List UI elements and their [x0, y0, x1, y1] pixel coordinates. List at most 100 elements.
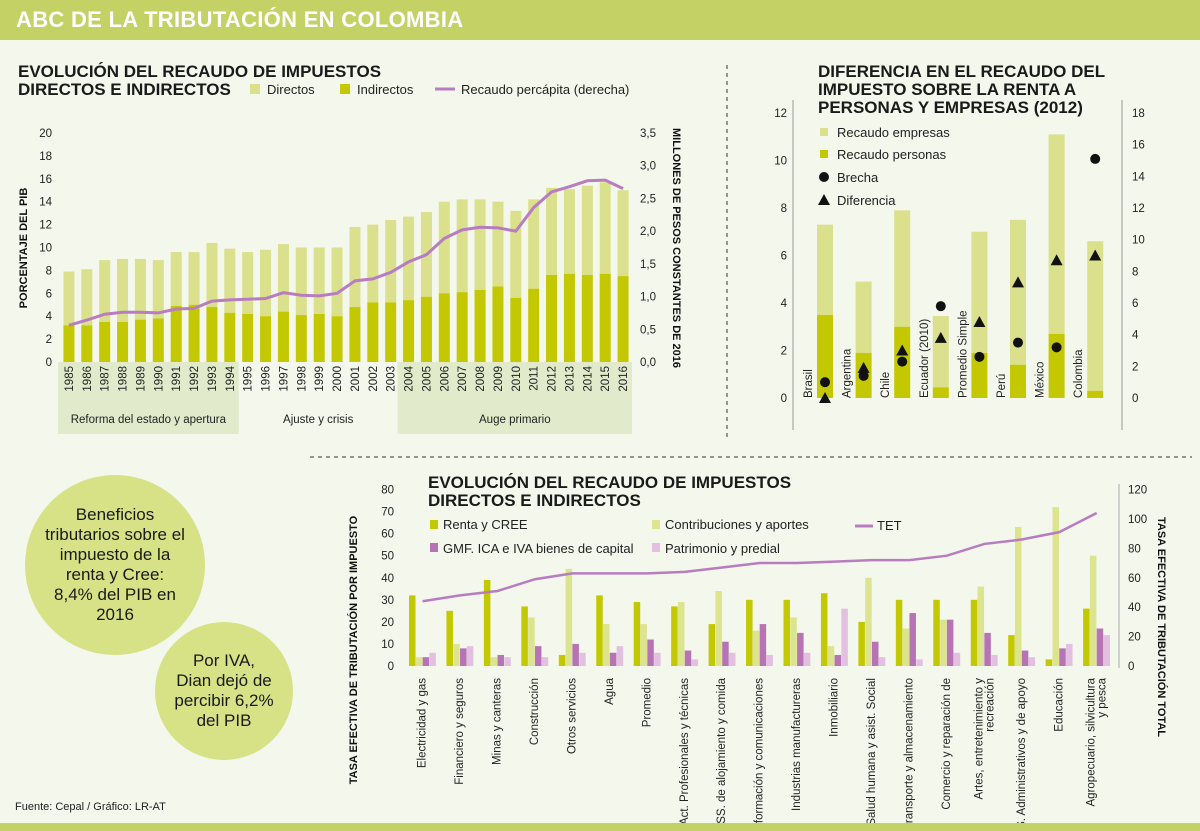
y-tick-label: 20 [39, 128, 52, 140]
bar-indirectos [510, 297, 522, 362]
y-right-tick-label: 100 [1128, 514, 1147, 526]
legend-swatch-contribuciones [652, 520, 660, 529]
bar-directos [242, 252, 254, 314]
x-category-label: Agua [604, 677, 616, 704]
bar-indirectos [403, 300, 415, 362]
x-tick-label: 2013 [564, 366, 576, 392]
bar-indirectos [528, 288, 540, 362]
y-tick-label: 14 [39, 197, 52, 209]
bar-gmf-ica-iva [1059, 648, 1066, 666]
y-right-tick-label: 120 [1128, 485, 1147, 497]
x-category-label: Industrias manufactureras [791, 678, 803, 811]
bar-patrimonio-predial [429, 652, 436, 666]
bar-recaudo-personas [932, 387, 949, 398]
x-category-label-line: Act. Profesionales y técnicas [679, 678, 691, 825]
bar-renta-cree [1045, 659, 1053, 666]
x-category-label: Act. Profesionales y técnicas [679, 678, 691, 825]
bar-contribuciones [902, 628, 910, 666]
bar-contribuciones [528, 617, 535, 666]
x-tick-label: 2000 [332, 366, 344, 392]
x-tick-label: 2002 [368, 366, 380, 392]
bar-contribuciones [640, 624, 647, 666]
x-category-label-line: Minas y canteras [492, 678, 504, 765]
bar-directos [331, 247, 343, 317]
x-tick-label: 2004 [404, 365, 416, 391]
x-category-label-line: Otros servicios [566, 678, 578, 754]
y-tick-label: 50 [381, 551, 394, 563]
x-tick-label: 1990 [153, 366, 165, 392]
marker-diferencia [819, 392, 831, 403]
y-tick-label: 10 [39, 243, 52, 255]
x-category-label: Agropecuario, silviculturay pesca [1086, 677, 1109, 806]
x-category-label-line: Financiero y seguros [454, 678, 466, 785]
y-tick-label: 18 [39, 151, 52, 163]
bar-contribuciones [1052, 507, 1059, 666]
bar-indirectos [152, 318, 164, 362]
x-tick-label: 1986 [82, 366, 94, 392]
y-right-tick-label: 18 [1132, 108, 1145, 120]
x-category-label-line: Educación [1053, 678, 1065, 732]
bar-renta-cree [409, 595, 416, 666]
bar-directos [581, 185, 593, 275]
line-recaudo-percapita [68, 178, 624, 327]
x-tick-label: 2007 [457, 366, 469, 392]
y-right-tick-label: 20 [1128, 632, 1141, 644]
legend-label-empresas: Recaudo empresas [837, 125, 950, 140]
y-right-tick-label: 0,0 [640, 357, 656, 369]
x-category-label-line: Agua [604, 677, 616, 704]
bar-gmf-ica-iva [834, 654, 842, 666]
marker-diferencia [896, 344, 909, 356]
bar-contribuciones [752, 630, 760, 666]
x-tick-label: 1987 [100, 366, 112, 392]
x-category-label: Salud humana y asist. Social [866, 678, 878, 826]
x-category-label: Argentina [842, 348, 854, 398]
x-category-label: Financiero y seguros [454, 678, 466, 785]
bar-recaudo-empresas [817, 224, 833, 315]
bubble-text: Beneficios tributarios sobre el impuesto… [45, 504, 185, 625]
x-category-label: Inmobiliario [829, 678, 841, 737]
x-tick-label: 1995 [243, 366, 255, 392]
y-tick-label: 80 [381, 485, 394, 497]
y-right-tick-label: 0 [1128, 661, 1134, 673]
legend-label-personas: Recaudo personas [837, 147, 947, 162]
bar-patrimonio-predial [766, 654, 773, 666]
bar-indirectos [63, 325, 75, 362]
x-tick-label: 1991 [171, 366, 183, 392]
x-category-label: Chile [880, 372, 892, 398]
bar-patrimonio-predial [803, 652, 811, 666]
y-right-tick-label: 1,0 [640, 292, 656, 304]
legend-swatch-renta [430, 520, 438, 529]
chart2-title-line2: IMPUESTO SOBRE LA RENTA A [818, 80, 1076, 99]
bar-indirectos [313, 313, 325, 362]
bar-indirectos [188, 304, 200, 362]
bar-contribuciones [1089, 555, 1097, 666]
x-category-label: Educación [1053, 678, 1065, 732]
y-right-tick-label: 14 [1132, 171, 1145, 183]
marker-brecha [1013, 337, 1023, 348]
marker-brecha [1051, 342, 1062, 353]
y-right-tick-label: 8 [1132, 266, 1138, 278]
bar-renta-cree [933, 599, 940, 666]
x-tick-label: 2009 [493, 366, 505, 392]
chart3-title-line1: EVOLUCIÓN DEL RECAUDO DE IMPUESTOS [428, 473, 791, 492]
x-category-label: México [1035, 362, 1047, 398]
y-tick-label: 2 [781, 346, 787, 358]
y-tick-label: 16 [39, 174, 52, 186]
y-tick-label: 0 [781, 393, 787, 405]
x-category-label: SS. Administrativos y de apoyo [1016, 678, 1028, 831]
bar-directos [456, 199, 468, 293]
x-category-label: Transporte y almacenamiento [903, 678, 915, 830]
bar-recaudo-empresas [971, 231, 988, 353]
x-category-label: Electricidad y gas [417, 678, 429, 768]
bar-directos [63, 271, 75, 326]
bar-directos [81, 269, 93, 326]
marker-diferencia [973, 316, 986, 327]
marker-diferencia [1089, 249, 1102, 261]
x-tick-label: 2001 [350, 366, 362, 392]
y-tick-label: 8 [781, 203, 787, 215]
y-tick-label: 12 [39, 220, 52, 232]
x-tick-label: 1998 [296, 366, 308, 392]
y-right-tick-label: 6 [1132, 298, 1138, 310]
bar-indirectos [117, 321, 129, 362]
x-tick-label: 2012 [547, 366, 559, 392]
